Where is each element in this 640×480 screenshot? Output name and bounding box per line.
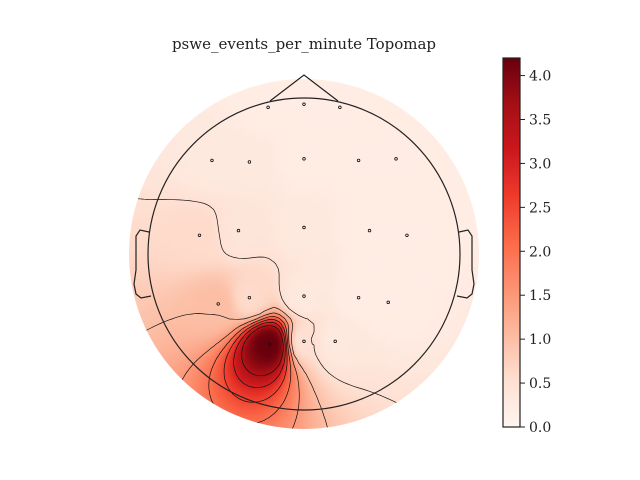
- sensor-marker: [247, 295, 252, 300]
- colorbar-ticks: 0.0 0.5 1.0 1.5 2.0 2.5 3.0 3.5 4.0: [520, 69, 551, 436]
- sensor-marker: [302, 157, 306, 161]
- colorbar-tick-label: 1.0: [529, 332, 551, 348]
- colorbar-tick-label: 2.5: [529, 200, 551, 216]
- colorbar-frame: [502, 57, 521, 428]
- contour-line: [233, 321, 286, 388]
- sensor-marker: [338, 105, 342, 110]
- right-ear-outline: [456, 229, 475, 299]
- sensor-marker: [216, 302, 220, 306]
- colorbar-tick-label: 3.0: [529, 156, 551, 172]
- sensor-marker: [302, 294, 306, 298]
- colorbar-tick-label: 4.0: [529, 69, 551, 85]
- chart-title: pswe_events_per_minute Topomap: [172, 35, 436, 53]
- sensor-markers: [197, 102, 409, 347]
- interpolated-heatmap: [129, 79, 479, 429]
- colorbar-tick-label: 3.5: [529, 113, 551, 129]
- sensor-marker: [405, 233, 409, 237]
- sensor-marker: [266, 105, 270, 110]
- sensor-marker: [236, 228, 241, 233]
- head-outline: [147, 97, 461, 411]
- colorbar: 0.0 0.5 1.0 1.5 2.0 2.5 3.0 3.5 4.0: [502, 57, 551, 436]
- sensor-marker: [356, 295, 361, 300]
- sensor-marker: [356, 158, 361, 163]
- sensor-marker: [302, 339, 306, 344]
- sensor-marker: [247, 160, 252, 164]
- colorbar-tick-label: 2.0: [529, 244, 551, 260]
- sensor-marker: [367, 228, 372, 233]
- topomap-plot: [129, 74, 479, 429]
- contour-line: [241, 325, 284, 377]
- sensor-marker: [210, 158, 214, 163]
- colorbar-gradient: [503, 58, 520, 427]
- sensor-marker: [386, 300, 390, 305]
- contour-line: [223, 319, 288, 403]
- left-ear-outline: [133, 229, 152, 299]
- sensor-marker: [267, 342, 272, 347]
- contour-line: [129, 306, 329, 429]
- colorbar-tick-label: 0.0: [529, 420, 551, 436]
- colorbar-tick-label: 1.5: [529, 288, 551, 304]
- nose-outline: [269, 74, 339, 102]
- sensor-marker: [394, 157, 398, 161]
- sensor-marker: [302, 225, 306, 230]
- sensor-marker: [197, 233, 202, 237]
- colorbar-tick-label: 0.5: [529, 376, 551, 392]
- sensor-marker: [333, 339, 337, 344]
- sensor-marker: [302, 102, 306, 106]
